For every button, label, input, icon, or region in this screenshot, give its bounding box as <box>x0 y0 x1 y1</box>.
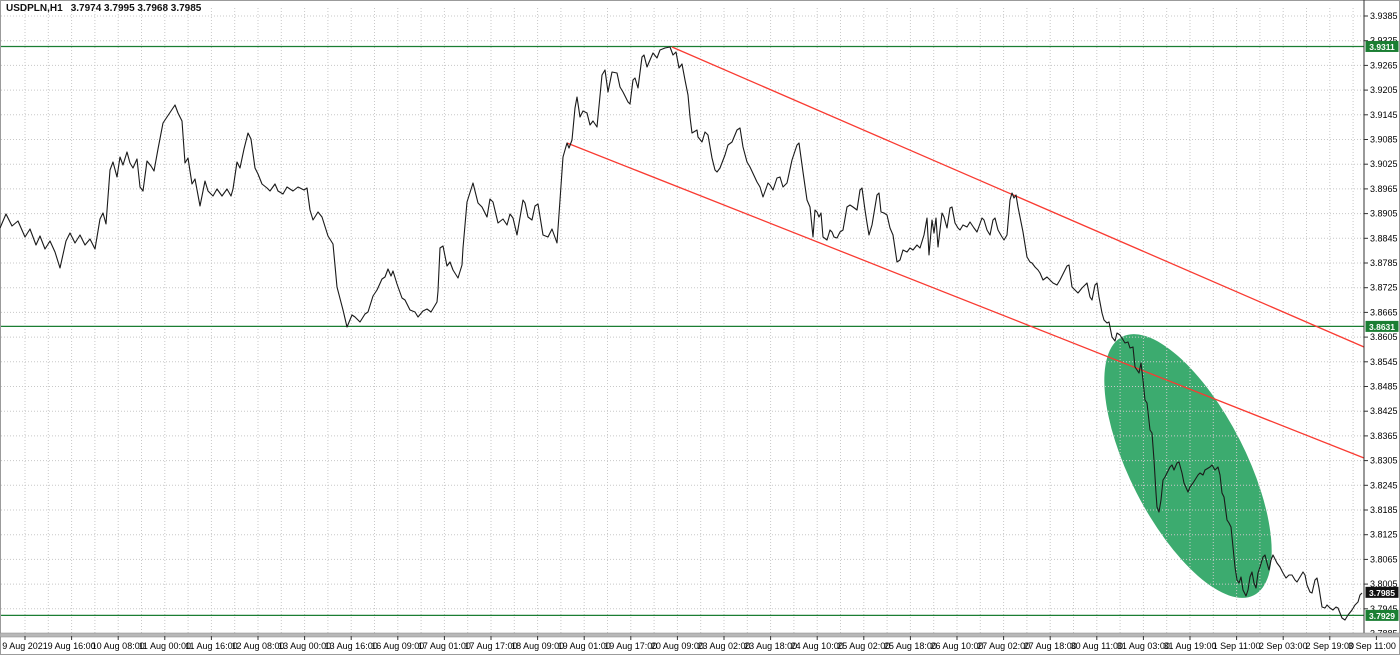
time-axis-label: 27 Aug 02:00 <box>977 641 1030 651</box>
price-axis-label: 3.8305 <box>1370 456 1398 466</box>
current-price-badge-text: 3.7985 <box>1369 588 1395 598</box>
time-axis-label: 26 Aug 10:00 <box>930 641 983 651</box>
price-axis-label: 3.8425 <box>1370 406 1398 416</box>
time-axis-label: 30 Aug 11:00 <box>1071 641 1123 651</box>
price-axis[interactable]: 3.9385 3.9325 3.9265 3.9205 3.9145 3.9085 3.90… <box>1363 0 1398 639</box>
price-axis-label: 3.8665 <box>1370 307 1398 317</box>
price-axis-label: 3.9385 <box>1370 11 1398 21</box>
level-price-badge-bg <box>1365 320 1399 332</box>
price-axis-label: 3.8185 <box>1370 505 1398 515</box>
time-axis-label: 23 Aug 18:00 <box>744 641 797 651</box>
price-axis-label: 3.8245 <box>1370 480 1398 490</box>
current-price-badge: 3.7985 <box>1365 586 1399 598</box>
price-axis-label: 3.8065 <box>1370 554 1398 564</box>
plot-background <box>1 1 1364 633</box>
price-axis-label: 3.9085 <box>1370 135 1398 145</box>
time-axis-label: 19 Aug 17:00 <box>604 641 657 651</box>
price-axis-label: 3.9025 <box>1370 159 1398 169</box>
price-axis-label: 3.8965 <box>1370 184 1398 194</box>
price-axis-label: 3.8845 <box>1370 233 1398 243</box>
time-axis-label: 19 Aug 01:00 <box>558 641 611 651</box>
channel-lower[interactable] <box>566 142 1365 459</box>
price-axis-label: 3.8005 <box>1370 579 1398 589</box>
level-price-badge-bg <box>1365 609 1399 621</box>
time-axis-label: 17 Aug 01:00 <box>418 641 471 651</box>
time-axis-label: 31 Aug 19:00 <box>1163 641 1216 651</box>
ohlc-values: 3.7974 3.7995 3.7968 3.7985 <box>70 3 202 14</box>
level-price-badge-text: 3.7929 <box>1369 611 1395 621</box>
time-axis-label: 2 Sep 19:00 <box>1306 641 1355 651</box>
level-price-badge-text: 3.8631 <box>1369 322 1395 332</box>
time-axis-label: 11 Aug 00:00 <box>139 641 191 651</box>
channel-upper[interactable] <box>671 46 1365 348</box>
time-axis-label: 25 Aug 18:00 <box>884 641 937 651</box>
time-axis-label: 9 Aug 16:00 <box>48 641 96 651</box>
time-axis-label: 16 Aug 09:00 <box>371 641 424 651</box>
time-axis-label: 20 Aug 09:00 <box>651 641 704 651</box>
price-axis-label: 3.9265 <box>1370 60 1398 70</box>
time-axis-band <box>0 632 1400 638</box>
price-axis-label: 3.9205 <box>1370 85 1398 95</box>
time-axis-label: 27 Aug 18:00 <box>1024 641 1077 651</box>
time-axis-label: 2 Sep 03:00 <box>1259 641 1308 651</box>
current-price-badge-bg <box>1365 586 1399 598</box>
level-price-badge-text: 3.9311 <box>1369 42 1395 52</box>
highlight-ellipse[interactable] <box>1070 310 1305 621</box>
price-axis-label: 3.8785 <box>1370 258 1398 268</box>
price-axis-label: 3.8725 <box>1370 283 1398 293</box>
time-axis-label: 13 Aug 00:00 <box>278 641 331 651</box>
time-axis-label: 23 Aug 02:00 <box>697 641 750 651</box>
time-axis-label: 12 Aug 08:00 <box>231 641 284 651</box>
time-axis-label: 31 Aug 03:00 <box>1117 641 1170 651</box>
price-axis-label: 3.7945 <box>1370 604 1398 614</box>
time-axis-label: 10 Aug 08:00 <box>92 641 145 651</box>
price-axis-label: 3.8905 <box>1370 209 1398 219</box>
time-axis-label: 24 Aug 10:00 <box>791 641 844 651</box>
level-price-badge-bg <box>1365 40 1399 52</box>
level-price-badge: 3.8631 <box>1365 320 1399 332</box>
time-axis-label: 13 Aug 16:00 <box>325 641 378 651</box>
time-axis-label: 11 Aug 16:00 <box>185 641 237 651</box>
price-axis-label: 3.8485 <box>1370 382 1398 392</box>
price-axis-label: 3.8605 <box>1370 332 1398 342</box>
time-axis-label: 1 Sep 11:00 <box>1213 641 1261 651</box>
time-axis-label: 9 Aug 2021 <box>2 641 48 651</box>
price-axis-label: 3.9325 <box>1370 36 1398 46</box>
time-axis-label: 25 Aug 02:00 <box>837 641 890 651</box>
price-line <box>0 46 1363 621</box>
symbol-quote: USDPLN,H1 3.7974 3.7995 3.7968 3.7985 <box>6 3 201 14</box>
price-axis-label: 3.8545 <box>1370 357 1398 367</box>
symbol-timeframe-label: USDPLN,H1 <box>6 3 63 14</box>
time-axis-label: 17 Aug 17:00 <box>464 641 517 651</box>
price-axis-label: 3.9145 <box>1370 110 1398 120</box>
level-price-badge: 3.9311 <box>1365 40 1399 52</box>
price-axis-label: 3.8365 <box>1370 431 1398 441</box>
time-axis-label: 18 Aug 09:00 <box>511 641 564 651</box>
price-axis-label: 3.8125 <box>1370 530 1398 540</box>
level-price-badge: 3.7929 <box>1365 609 1399 621</box>
time-axis-label: 3 Sep 11:00 <box>1348 641 1396 651</box>
